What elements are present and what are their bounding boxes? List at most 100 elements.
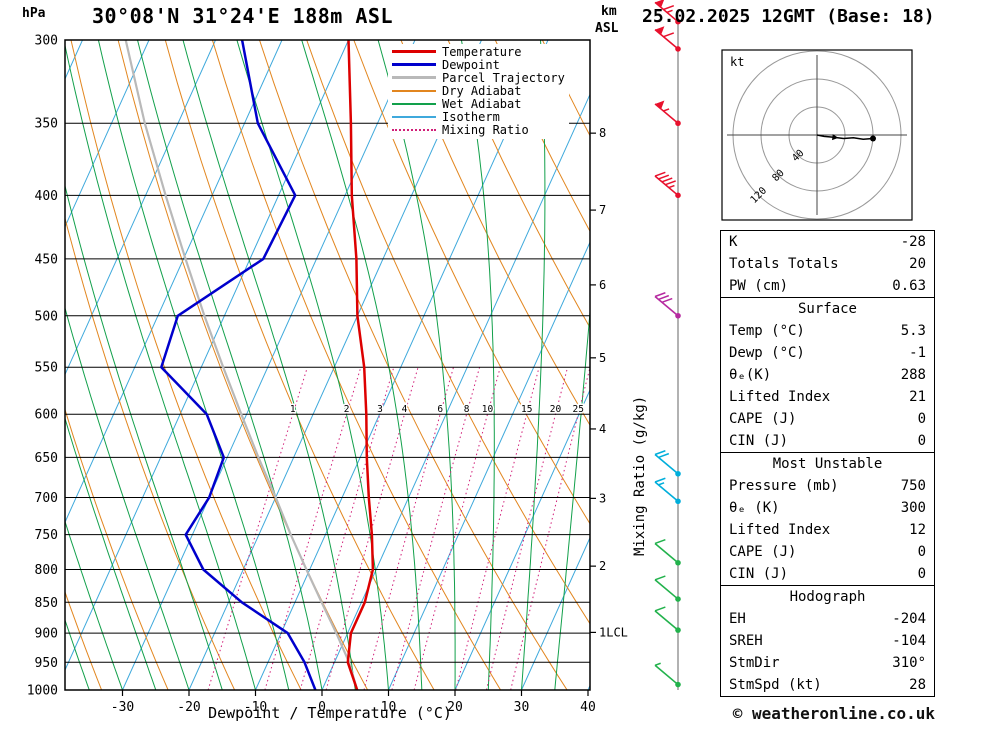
svg-text:1000: 1000 <box>27 684 58 699</box>
svg-text:-20: -20 <box>177 700 200 715</box>
svg-text:700: 700 <box>35 491 58 506</box>
row-value: -28 <box>900 234 926 250</box>
wind-barb <box>654 538 681 566</box>
svg-text:20: 20 <box>447 700 463 715</box>
table-row: Lifted Index 12 <box>721 519 934 541</box>
table-row: SREH -104 <box>721 630 934 652</box>
row-label: CAPE (J) <box>729 544 797 560</box>
svg-text:3: 3 <box>377 404 383 415</box>
row-label: Totals Totals <box>729 256 839 272</box>
svg-text:8: 8 <box>599 126 606 140</box>
svg-text:400: 400 <box>35 189 58 204</box>
legend-label: Dewpoint <box>442 57 500 72</box>
row-label: Dewp (°C) <box>729 345 805 361</box>
svg-text:650: 650 <box>35 451 58 466</box>
row-value: 300 <box>900 500 926 516</box>
table-row: EH -204 <box>721 608 934 630</box>
sounding-profiles <box>124 40 375 690</box>
legend-item: Temperature <box>390 45 565 59</box>
row-label: EH <box>729 611 746 627</box>
wind-barb <box>654 662 681 688</box>
svg-text:10: 10 <box>482 404 494 415</box>
legend-item: Isotherm <box>390 109 565 124</box>
row-label: θₑ(K) <box>729 367 772 383</box>
table-row: CAPE (J) 0 <box>721 408 934 430</box>
legend-swatch <box>392 63 436 66</box>
row-label: Lifted Index <box>729 522 831 538</box>
wind-barb <box>654 100 681 127</box>
row-label: CIN (J) <box>729 433 789 449</box>
mixing-ratio-axis-label: Mixing Ratio (g/kg) <box>632 395 648 556</box>
svg-text:6: 6 <box>599 278 606 292</box>
row-value: 310° <box>892 655 926 671</box>
svg-text:750: 750 <box>35 528 58 543</box>
svg-text:300: 300 <box>35 34 58 49</box>
row-value: 5.3 <box>900 323 926 339</box>
temperature-axis: -30 -20 -10 0 10 20 30 40 <box>111 690 596 715</box>
row-value: 288 <box>900 367 926 383</box>
legend-label: Parcel Trajectory <box>442 70 565 85</box>
row-label: CAPE (J) <box>729 411 797 427</box>
pressure-axis-unit: hPa <box>22 6 46 21</box>
svg-text:4: 4 <box>402 404 408 415</box>
svg-text:550: 550 <box>35 361 58 376</box>
row-value: 0 <box>917 433 926 449</box>
pressure-axis: 300 350 400 450 500 550 600 650 700 750 800 850 900 9… <box>27 34 58 699</box>
legend-label: Dry Adiabat <box>442 83 522 98</box>
table-section-header: Hodograph <box>789 589 866 605</box>
legend-swatch <box>392 102 436 105</box>
parcel-trajectory-curve <box>124 40 359 690</box>
row-label: Pressure (mb) <box>729 478 839 494</box>
altitude-axis-unit-asl: ASL <box>595 21 619 36</box>
row-label: CIN (J) <box>729 566 789 582</box>
table-row: StmSpd (kt) 28 <box>721 674 934 696</box>
legend-label: Mixing Ratio <box>442 122 529 137</box>
row-label: StmSpd (kt) <box>729 677 822 693</box>
svg-text:500: 500 <box>35 309 58 324</box>
svg-text:8: 8 <box>464 404 470 415</box>
table-section-header: Most Unstable <box>772 456 883 472</box>
legend-item: Wet Adiabat <box>390 97 565 111</box>
chart-legend: Temperature Dewpoint Parcel Trajectory Dry … <box>388 44 569 139</box>
row-value: 21 <box>909 389 926 405</box>
svg-text:-30: -30 <box>111 700 134 715</box>
row-value: 0.63 <box>892 278 926 294</box>
svg-text:800: 800 <box>35 563 58 578</box>
svg-text:kt: kt <box>730 55 744 69</box>
row-label: Lifted Index <box>729 389 831 405</box>
hodograph-table: Hodograph EH -204 SREH -104 StmDir 310° StmSpd … <box>720 585 935 697</box>
legend-label: Isotherm <box>442 109 500 124</box>
legend-swatch <box>392 115 436 118</box>
altitude-axis: 8 7 6 5 4 3 2 1LCL <box>590 126 628 639</box>
temperature-axis-label: Dewpoint / Temperature (°C) <box>208 704 452 722</box>
row-label: θₑ (K) <box>729 500 780 516</box>
surface-table: Surface Temp (°C) 5.3 Dewp (°C) -1 θₑ(K) 288 Li… <box>720 297 935 453</box>
row-label: StmDir <box>729 655 780 671</box>
table-row: CIN (J) 0 <box>721 430 934 452</box>
table-row: K -28 <box>721 231 934 253</box>
most-unstable-table: Most Unstable Pressure (mb) 750 θₑ (K) 300 Li… <box>720 452 935 586</box>
row-value: -204 <box>892 611 926 627</box>
dewpoint-curve <box>160 40 317 690</box>
svg-text:1: 1 <box>290 404 296 415</box>
svg-text:600: 600 <box>35 408 58 423</box>
svg-text:40: 40 <box>580 700 596 715</box>
svg-text:20: 20 <box>550 404 562 415</box>
legend-swatch <box>392 89 436 92</box>
pressure-gridlines <box>65 122 590 663</box>
svg-text:3: 3 <box>599 491 606 505</box>
legend-item: Parcel Trajectory <box>390 70 565 85</box>
svg-text:450: 450 <box>35 252 58 267</box>
run-datetime-title: 25.02.2025 12GMT (Base: 18) <box>642 6 935 27</box>
legend-swatch <box>392 76 436 79</box>
svg-text:15: 15 <box>521 404 532 415</box>
row-value: 20 <box>909 256 926 272</box>
legend-swatch <box>392 128 436 131</box>
row-value: 0 <box>917 411 926 427</box>
svg-text:900: 900 <box>35 627 58 642</box>
altitude-axis-unit-km: km <box>601 4 617 19</box>
isotherm-lines <box>65 40 590 690</box>
table-row: Dewp (°C) -1 <box>721 342 934 364</box>
